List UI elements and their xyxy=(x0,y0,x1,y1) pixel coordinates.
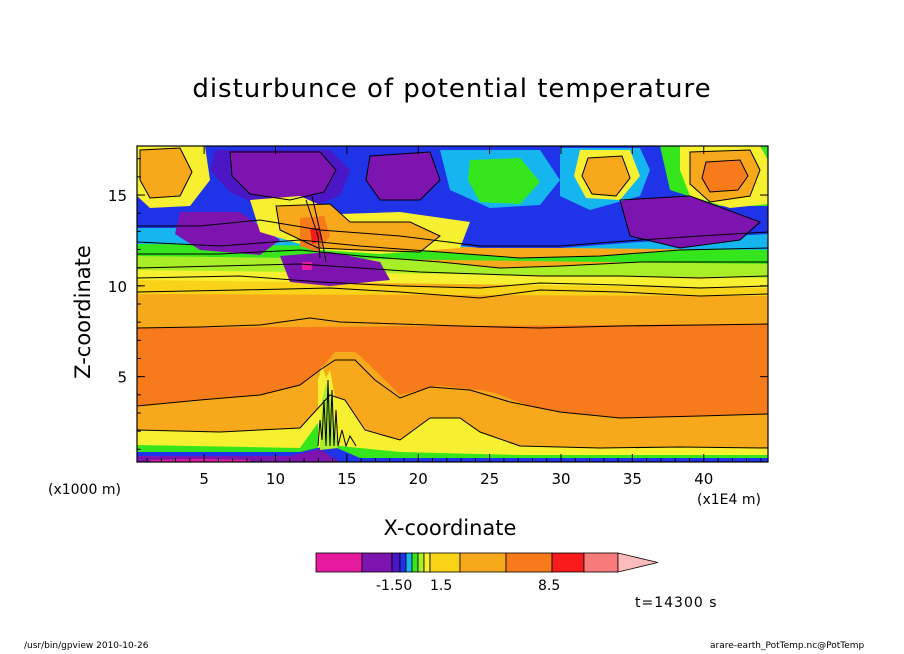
colorbar-swatch xyxy=(505,552,553,573)
chart-title: disturbunce of potential temperature xyxy=(192,74,712,104)
colorbar-overflow-triangle xyxy=(617,552,659,573)
colorbar-tick-label: 8.5 xyxy=(538,578,561,594)
x-axis-ticks: 5 10 15 20 25 30 35 40 xyxy=(146,146,762,488)
y-axis-ticks: 5 10 15 xyxy=(108,158,768,450)
y-tick-label: 5 xyxy=(117,369,127,387)
x-axis-label: X-coordinate xyxy=(383,516,517,540)
upper-purple-patch-5 xyxy=(280,252,390,286)
upper-green-patch-1 xyxy=(468,158,540,204)
colorbar-swatch xyxy=(459,552,507,573)
band-surface-yellow xyxy=(137,395,768,455)
colorbar-swatch xyxy=(315,552,363,573)
time-label: t=14300 s xyxy=(635,595,718,611)
colorbar-swatch xyxy=(361,552,393,573)
colorbar-swatch xyxy=(391,552,401,573)
x-tick-label: 15 xyxy=(337,470,356,488)
colorbar-swatch xyxy=(583,552,619,573)
y-tick-label: 15 xyxy=(108,187,127,205)
x-tick-label: 10 xyxy=(266,470,285,488)
upper-orange-patch-2 xyxy=(582,156,630,196)
x-scale-label: (x1E4 m) xyxy=(697,492,761,508)
colorbar-swatch xyxy=(429,552,461,573)
y-tick-label: 10 xyxy=(108,278,127,296)
upper-purple-patch-2 xyxy=(366,152,440,200)
colorbar-swatch xyxy=(417,552,425,573)
colorbar-swatch xyxy=(411,552,419,573)
upper-magenta-spot xyxy=(302,262,312,270)
x-tick-label: 35 xyxy=(623,470,642,488)
x-tick-label: 25 xyxy=(480,470,499,488)
band-upper-orange xyxy=(137,288,768,328)
band-surface-purple xyxy=(137,449,340,462)
colorbar-swatch xyxy=(399,552,407,573)
colorbar-swatch xyxy=(405,552,413,573)
x-tick-label: 20 xyxy=(409,470,428,488)
upper-purple-patch-4 xyxy=(175,212,280,255)
x-unit-label: (x1000 m) xyxy=(48,482,121,498)
colorbar-tick-label: -1.50 xyxy=(376,578,413,594)
footer-right: arare-earth_PotTemp.nc@PotTemp xyxy=(710,641,865,651)
band-orange-red-lower xyxy=(137,322,768,407)
y-axis-label: Z-coordinate xyxy=(71,245,95,379)
plot-area xyxy=(137,146,768,462)
band-surface-magenta xyxy=(150,459,250,462)
band-surface-green xyxy=(137,420,768,458)
x-tick-label: 30 xyxy=(551,470,570,488)
footer-left: /usr/bin/gpview 2010-10-26 xyxy=(24,641,149,651)
contour-lines xyxy=(137,147,768,449)
band-lower-orange xyxy=(137,360,768,440)
upper-red-core xyxy=(310,228,322,244)
colorbar-swatch xyxy=(551,552,585,573)
colorbar xyxy=(315,552,659,573)
upper-orange-patch-1 xyxy=(140,148,192,198)
x-tick-label: 40 xyxy=(694,470,713,488)
upper-purple-patch-1 xyxy=(230,152,336,200)
colorbar-tick-label: 1.5 xyxy=(430,578,453,594)
x-tick-label: 5 xyxy=(199,470,209,488)
colorbar-swatch xyxy=(423,552,431,573)
upper-orangered-patch xyxy=(702,160,748,192)
